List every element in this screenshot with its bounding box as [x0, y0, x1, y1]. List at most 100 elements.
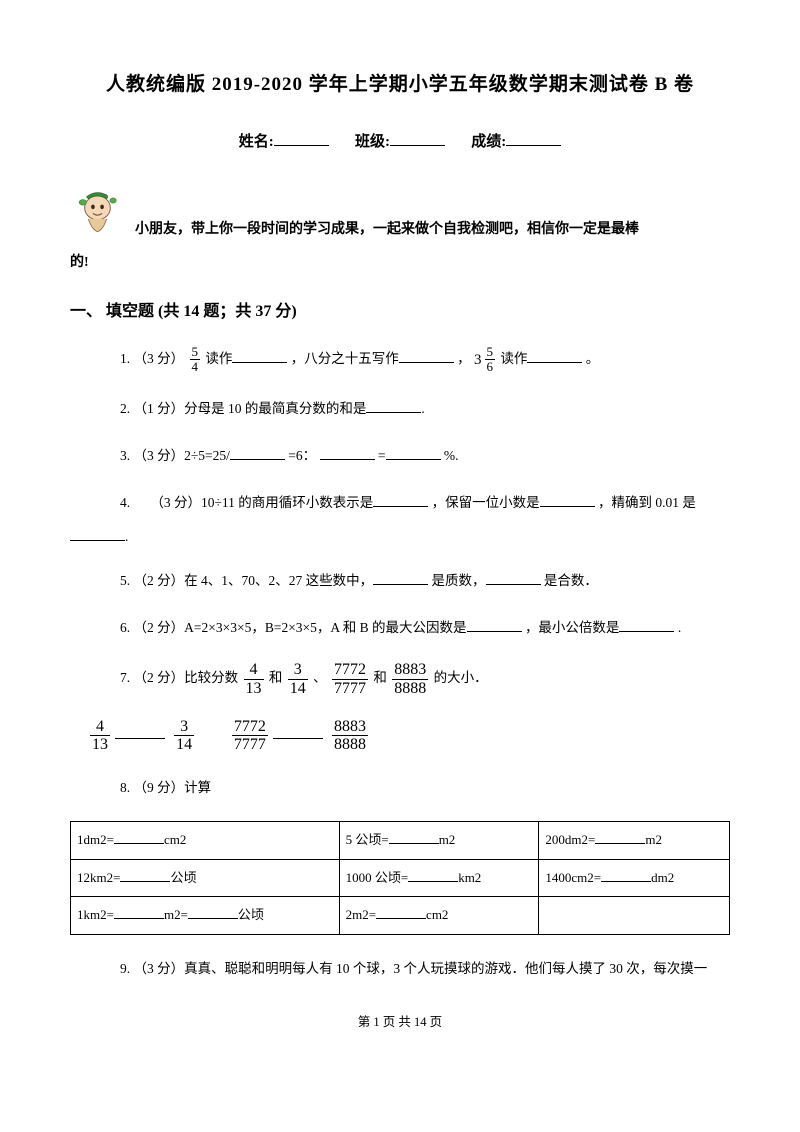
question-5: 5. （2 分）在 4、1、70、2、27 这些数中， 是质数， 是合数． [120, 567, 730, 594]
intro-row: 小朋友，带上你一段时间的学习成果，一起来做个自我检测吧，相信你一定是最棒 [70, 184, 730, 241]
question-3: 3. （3 分）2÷5=25/ =6： = %. [120, 442, 730, 469]
mascot-icon [70, 184, 125, 239]
fraction: 77727777 [332, 661, 368, 697]
text: 5 公顷= [346, 832, 389, 847]
intro-text-2: 的! [70, 252, 730, 274]
denominator: 6 [485, 359, 496, 374]
text: ，八分之十五写作 [291, 351, 399, 366]
text: m2 [645, 832, 662, 847]
text: km2 [458, 870, 481, 885]
answer-blank [320, 446, 375, 460]
answer-blank [373, 572, 428, 586]
text: ， [457, 351, 474, 366]
text: . [421, 401, 424, 416]
text: cm2 [164, 832, 186, 847]
text: 读作 [205, 351, 232, 366]
table-row: 1km2= m2= 公顷 2m2= cm2 [71, 897, 730, 935]
text: 读作 [500, 351, 527, 366]
text: 1dm2= [77, 832, 114, 847]
answer-blank [619, 619, 674, 633]
denominator: 14 [174, 735, 194, 754]
question-1: 1. （3 分） 54 读作 ，八分之十五写作 ， 3 56 读作 。 [120, 345, 730, 375]
answer-blank [386, 446, 441, 460]
text: . [678, 620, 681, 635]
table-cell: 2m2= cm2 [339, 897, 539, 935]
q1-lead: 1. （3 分） [120, 351, 184, 366]
answer-blank [601, 869, 651, 882]
text: m2= [164, 907, 188, 922]
fraction: 314 [288, 661, 308, 697]
name-blank [274, 131, 329, 146]
text: 1400cm2= [545, 870, 601, 885]
answer-blank [70, 527, 125, 541]
text: 1km2= [77, 907, 114, 922]
name-label: 姓名: [239, 134, 274, 150]
text: 4. （3 分）10÷11 的商用循环小数表示是 [120, 495, 373, 510]
question-8: 8. （9 分）计算 [120, 774, 730, 801]
section-1-heading: 一、 填空题 (共 14 题；共 37 分) [70, 299, 730, 325]
answer-blank [540, 493, 595, 507]
answer-blank [230, 446, 285, 460]
score-blank [506, 131, 561, 146]
class-label: 班级: [355, 134, 390, 150]
page-footer: 第 1 页 共 14 页 [70, 1012, 730, 1032]
text: 5. （2 分）在 4、1、70、2、27 这些数中， [120, 573, 373, 588]
answer-blank [486, 572, 541, 586]
table-cell: 1km2= m2= 公顷 [71, 897, 340, 935]
text: 7. （2 分）比较分数 [120, 671, 242, 686]
numerator: 3 [288, 661, 308, 679]
text: = [378, 448, 386, 463]
table-row: 12km2= 公顷 1000 公顷=km2 1400cm2= dm2 [71, 859, 730, 897]
table-cell: 12km2= 公顷 [71, 859, 340, 897]
text: m2 [439, 832, 456, 847]
answer-blank [366, 399, 421, 413]
text: 2. （1 分）分母是 10 的最简真分数的和是 [120, 401, 366, 416]
fraction: 88838888 [392, 661, 428, 697]
text: 12km2= [77, 870, 120, 885]
numerator: 4 [244, 661, 264, 679]
text: 公顷 [238, 907, 264, 922]
denominator: 7777 [332, 679, 368, 698]
class-blank [390, 131, 445, 146]
table-cell: 1000 公顷=km2 [339, 859, 539, 897]
question-4-cont: . [70, 526, 730, 548]
page-title: 人教统编版 2019-2020 学年上学期小学五年级数学期末测试卷 B 卷 [70, 70, 730, 100]
text: 的大小． [434, 671, 488, 686]
whole-part: 3 [474, 345, 482, 375]
table-cell: 200dm2=m2 [539, 821, 730, 859]
question-9: 9. （3 分）真真、聪聪和明明每人有 10 个球，3 个人玩摸球的游戏．他们每… [120, 955, 730, 982]
student-info-row: 姓名: 班级: 成绩: [70, 130, 730, 154]
text: cm2 [426, 907, 448, 922]
answer-blank [376, 906, 426, 919]
table-cell [539, 897, 730, 935]
text: dm2 [651, 870, 674, 885]
table-row: 1dm2= cm2 5 公顷= m2 200dm2=m2 [71, 821, 730, 859]
numerator: 5 [485, 345, 496, 359]
table-cell: 1dm2= cm2 [71, 821, 340, 859]
fraction: 88838888 [332, 718, 368, 754]
answer-blank [399, 349, 454, 363]
table-cell: 5 公顷= m2 [339, 821, 539, 859]
question-7: 7. （2 分）比较分数 413 和 314 、 77727777 和 8883… [120, 661, 730, 697]
table-cell: 1400cm2= dm2 [539, 859, 730, 897]
numerator: 5 [190, 345, 201, 359]
answer-blank [527, 349, 582, 363]
answer-blank [114, 831, 164, 844]
answer-blank [114, 906, 164, 919]
answer-blank [595, 831, 645, 844]
text: ，最小公倍数是 [525, 620, 620, 635]
text: 2m2= [346, 907, 376, 922]
numerator: 7772 [332, 661, 368, 679]
denominator: 4 [190, 359, 201, 374]
answer-blank [273, 725, 323, 739]
text: 是质数， [432, 573, 486, 588]
text: 。 [586, 351, 600, 366]
score-label: 成绩: [471, 134, 506, 150]
text: 、 [313, 671, 330, 686]
text: 公顷 [170, 870, 196, 885]
mixed-fraction: 3 56 [474, 345, 497, 375]
denominator: 8888 [392, 679, 428, 698]
question-7-compare: 413 314 77727777 88838888 [88, 718, 730, 754]
denominator: 13 [244, 679, 264, 698]
answer-blank [373, 493, 428, 507]
